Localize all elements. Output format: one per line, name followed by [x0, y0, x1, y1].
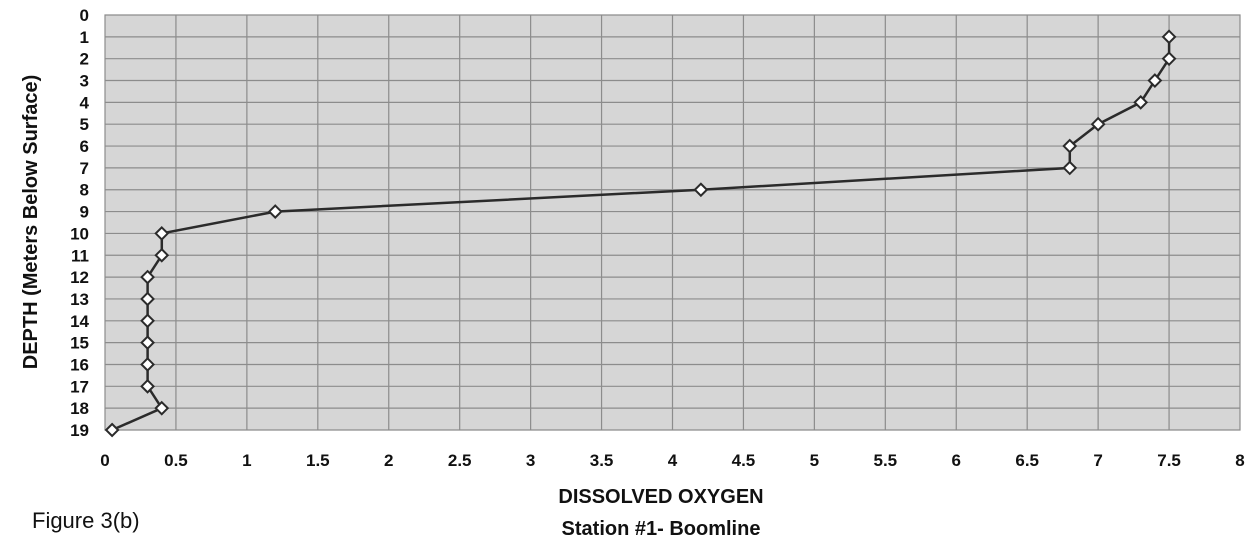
data-point-marker — [140, 313, 155, 329]
x-tick-label: 2.5 — [448, 451, 472, 470]
x-tick-label: 5.5 — [873, 451, 897, 470]
y-tick-label: 6 — [80, 137, 89, 156]
y-tick-label: 1 — [80, 28, 89, 47]
x-tick-label: 3 — [526, 451, 535, 470]
y-tick-label: 19 — [70, 421, 89, 440]
data-point-marker — [1147, 73, 1163, 88]
y-tick-label: 12 — [70, 268, 89, 287]
y-tick-label: 15 — [70, 334, 89, 353]
data-point-marker — [140, 378, 155, 394]
y-tick-label: 7 — [80, 159, 89, 178]
y-tick-label: 18 — [70, 399, 89, 418]
data-point-marker — [1062, 160, 1078, 176]
data-point-marker — [154, 247, 170, 263]
x-tick-label: 6 — [952, 451, 961, 470]
data-point-marker — [1090, 116, 1106, 132]
y-tick-label: 13 — [70, 290, 89, 309]
x-axis-title: DISSOLVED OXYGEN — [558, 486, 763, 508]
x-tick-labels: 0 0.5 1 1.5 2 2.5 3 3.5 4 4.5 5 5.5 6 6.5 7 7.5 8 — [100, 451, 1244, 470]
data-point-marker — [140, 269, 155, 285]
x-tick-label: 6.5 — [1015, 451, 1039, 470]
data-point-marker — [1161, 51, 1177, 67]
x-tick-label: 8 — [1235, 451, 1244, 470]
x-tick-label: 3.5 — [590, 451, 614, 470]
x-tick-label: 7.5 — [1157, 451, 1181, 470]
data-point-marker — [1161, 29, 1177, 45]
x-tick-label: 0.5 — [164, 451, 188, 470]
data-point-marker — [154, 226, 170, 241]
x-tick-label: 1 — [242, 451, 251, 470]
data-point-marker — [267, 204, 283, 219]
data-point-marker — [140, 335, 155, 351]
y-tick-label: 4 — [80, 93, 90, 112]
x-tick-label: 0 — [100, 451, 109, 470]
data-point-marker — [140, 357, 155, 372]
x-tick-label: 5 — [810, 451, 819, 470]
x-tick-label: 7 — [1093, 451, 1102, 470]
y-tick-label: 8 — [80, 181, 89, 200]
y-tick-label: 17 — [70, 377, 89, 396]
x-tick-label: 4 — [668, 451, 678, 470]
y-axis-title: DEPTH (Meters Below Surface) — [20, 75, 42, 370]
y-tick-label: 10 — [70, 224, 89, 243]
chart-subtitle: Station #1- Boomline — [562, 518, 761, 540]
figure-caption: Figure 3(b) — [32, 508, 140, 533]
markers-group — [104, 29, 1177, 438]
x-tick-label: 2 — [384, 451, 393, 470]
y-tick-label: 16 — [70, 355, 89, 374]
x-tick-label: 4.5 — [732, 451, 756, 470]
y-tick-label: 9 — [80, 203, 89, 222]
y-tick-label: 2 — [80, 50, 89, 69]
y-tick-label: 5 — [80, 115, 89, 134]
data-point-marker — [1133, 94, 1149, 110]
x-tick-label: 1.5 — [306, 451, 330, 470]
data-point-marker — [140, 291, 155, 307]
data-point-marker — [154, 400, 170, 416]
y-tick-label: 11 — [71, 246, 89, 265]
data-point-marker — [1062, 138, 1078, 154]
data-point-marker — [693, 182, 709, 198]
y-tick-label: 3 — [80, 72, 89, 91]
y-tick-label: 14 — [70, 312, 89, 331]
y-tick-label: 0 — [80, 6, 89, 25]
data-point-marker — [104, 422, 120, 438]
